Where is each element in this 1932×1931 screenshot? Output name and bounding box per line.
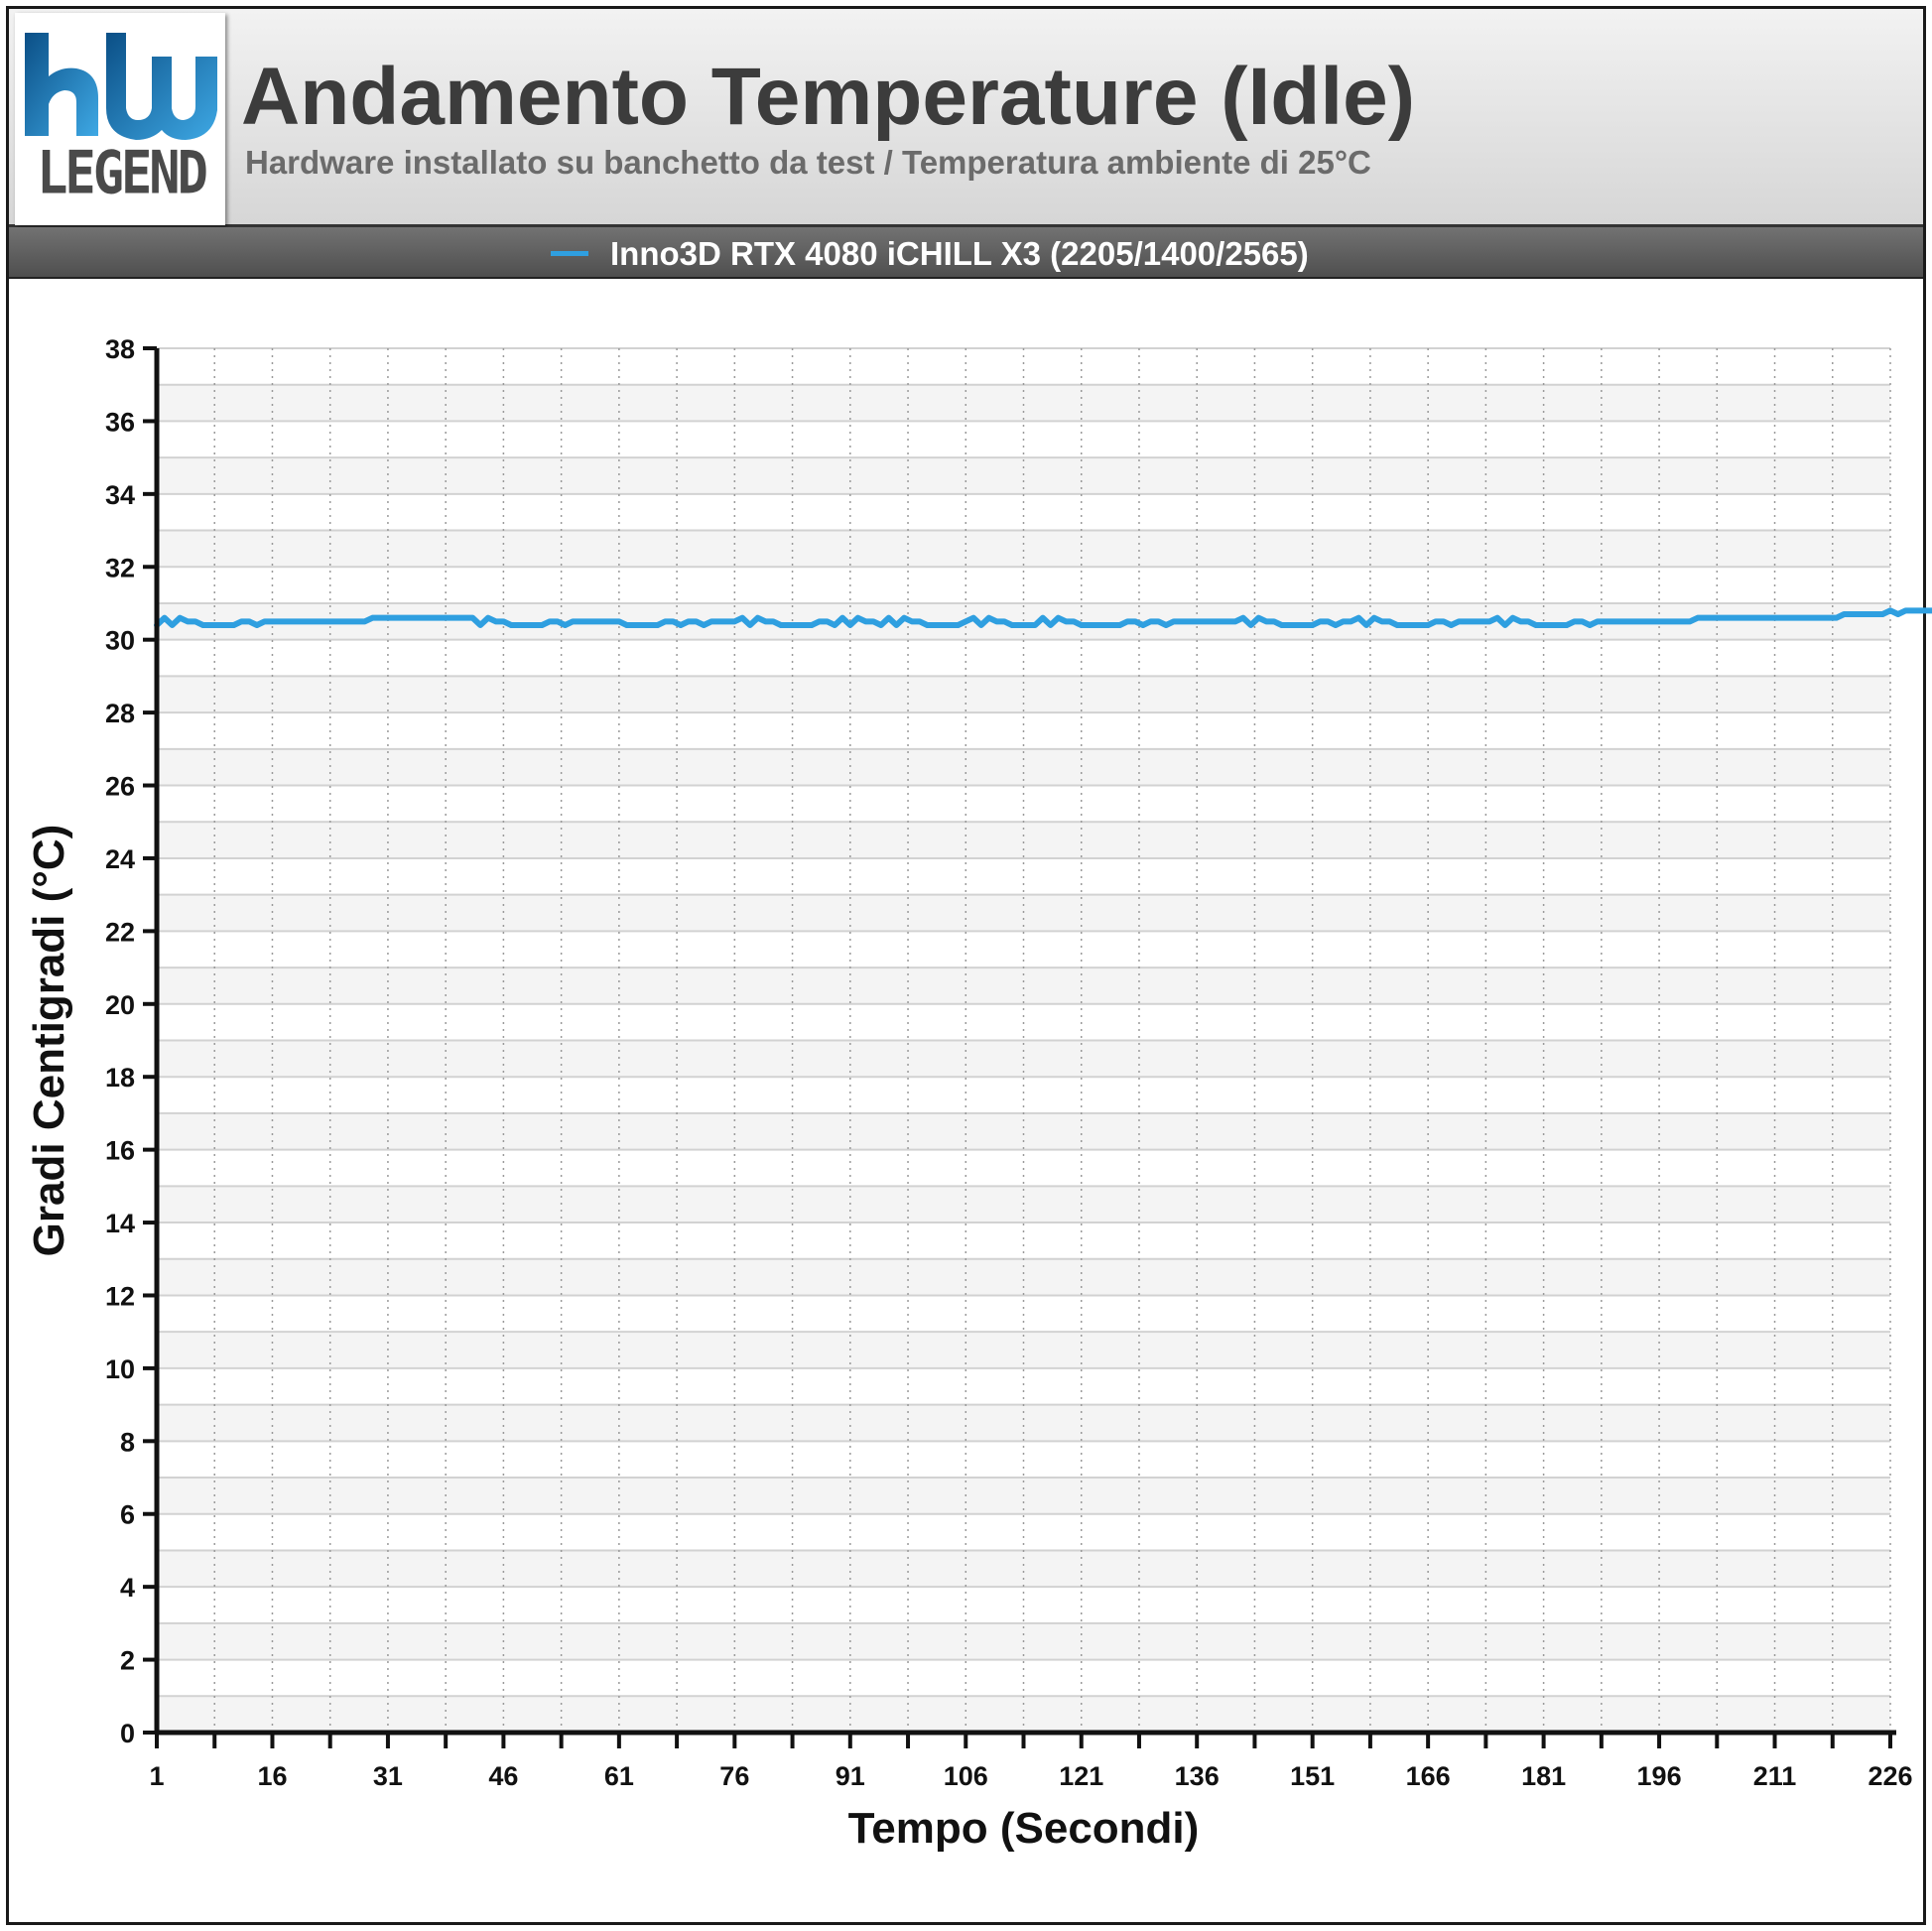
y-tick-label: 26 — [105, 772, 135, 802]
legend-bar: Inno3D RTX 4080 iCHILL X3 (2205/1400/256… — [9, 227, 1923, 279]
x-tick-label: 226 — [1868, 1761, 1912, 1791]
x-tick-label: 76 — [719, 1761, 749, 1791]
series-line — [154, 607, 1932, 628]
x-tick-label: 121 — [1059, 1761, 1103, 1791]
y-tick-label: 30 — [105, 626, 135, 656]
plot-band — [157, 931, 1890, 968]
x-tick-label: 136 — [1175, 1761, 1220, 1791]
logo-text: LEGEND — [37, 139, 208, 208]
plot-band — [157, 785, 1890, 823]
plot-band — [157, 1223, 1890, 1259]
plot-band — [157, 1112, 1890, 1150]
y-tick-label: 36 — [105, 407, 135, 437]
y-tick-label: 10 — [105, 1354, 135, 1384]
chart-subtitle: Hardware installato su banchetto da test… — [245, 144, 1371, 181]
plot-band — [157, 676, 1890, 713]
y-tick-label: 20 — [105, 990, 135, 1020]
site-logo: LEGEND — [15, 13, 225, 225]
x-axis-ticks: 1 16 31 46 61 76 91 106 121 136 151 166 181 196 211 226 — [149, 1733, 1913, 1791]
legend-entry: Inno3D RTX 4080 iCHILL X3 (2205/1400/256… — [610, 235, 1309, 272]
plot-band — [157, 1696, 1890, 1733]
x-tick-label: 61 — [604, 1761, 634, 1791]
y-tick-label: 12 — [105, 1281, 135, 1311]
x-tick-label: 91 — [836, 1761, 865, 1791]
x-tick-label: 16 — [257, 1761, 287, 1791]
plot-band — [157, 967, 1890, 1004]
plot-band — [157, 348, 1890, 385]
x-tick-label: 211 — [1753, 1761, 1797, 1791]
vertical-gridlines — [213, 348, 1891, 1733]
y-tick-label: 6 — [120, 1500, 135, 1530]
y-tick-label: 8 — [120, 1427, 135, 1457]
plot-band — [157, 1404, 1890, 1442]
y-tick-label: 4 — [120, 1573, 135, 1603]
y-tick-label: 0 — [120, 1719, 135, 1748]
hw-logo-icon — [25, 33, 217, 140]
plot-band — [157, 1258, 1890, 1296]
x-tick-label: 181 — [1521, 1761, 1566, 1791]
y-tick-label: 14 — [105, 1209, 135, 1238]
plot-band — [157, 1367, 1890, 1405]
plot-bands — [157, 348, 1890, 1733]
plot-band — [157, 493, 1890, 531]
y-tick-label: 18 — [105, 1063, 135, 1093]
plot-band — [157, 1550, 1890, 1588]
x-axis-title: Tempo (Secondi) — [848, 1804, 1200, 1853]
y-tick-label: 22 — [105, 917, 135, 947]
y-tick-label: 28 — [105, 699, 135, 728]
y-tick-label: 34 — [105, 480, 135, 510]
y-tick-label: 16 — [105, 1136, 135, 1166]
x-tick-label: 1 — [149, 1761, 164, 1791]
x-tick-label: 196 — [1637, 1761, 1682, 1791]
y-axis-title: Gradi Centigradi (°C) — [25, 825, 73, 1257]
chart-title: Andamento Temperature (Idle) — [241, 52, 1416, 142]
x-tick-label: 106 — [944, 1761, 988, 1791]
plot-band — [157, 822, 1890, 858]
y-tick-label: 38 — [105, 334, 135, 364]
x-tick-label: 31 — [373, 1761, 403, 1791]
y-tick-label: 32 — [105, 553, 135, 582]
plot-band — [157, 1077, 1890, 1113]
x-tick-label: 46 — [488, 1761, 518, 1791]
chart-header: LEGEND Andamento Temperature (Idle) Hard… — [9, 9, 1923, 227]
y-tick-label: 2 — [120, 1646, 135, 1676]
y-tick-label: 24 — [105, 844, 135, 874]
x-tick-label: 166 — [1406, 1761, 1451, 1791]
plot-band — [157, 639, 1890, 677]
legend-swatch — [551, 251, 588, 256]
x-tick-label: 151 — [1290, 1761, 1335, 1791]
